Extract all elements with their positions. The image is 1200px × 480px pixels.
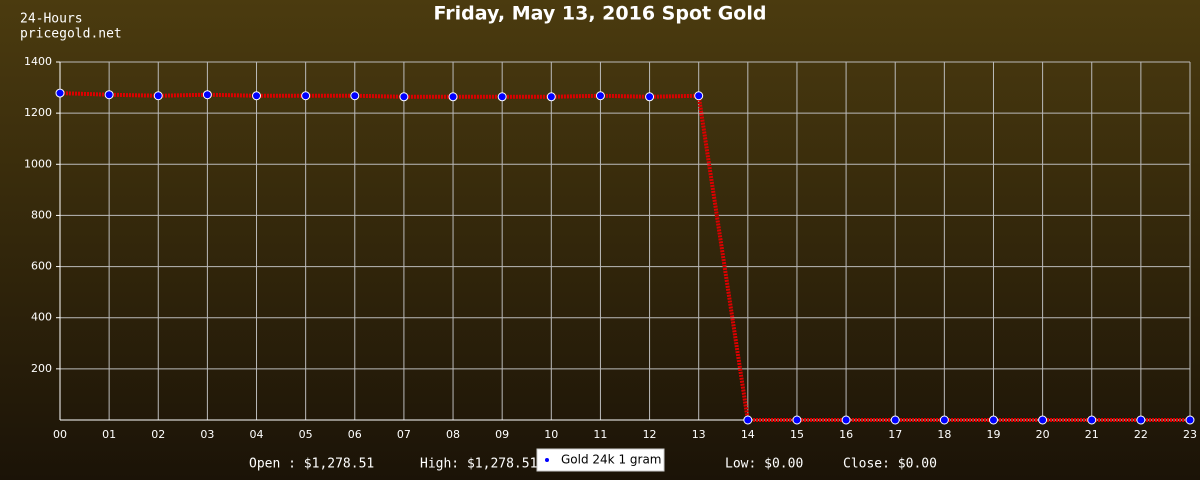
data-point [694, 91, 704, 101]
data-point [743, 415, 753, 425]
data-point [1038, 415, 1048, 425]
data-point [1136, 415, 1146, 425]
y-tick-label: 1000 [24, 157, 52, 170]
y-tick-label: 1200 [24, 106, 52, 119]
x-tick-label: 09 [495, 428, 509, 441]
data-point [497, 92, 507, 102]
summary-high: High: $1,278.51 [420, 457, 537, 472]
x-tick-label: 04 [250, 428, 264, 441]
data-point [202, 90, 212, 100]
x-tick-label: 03 [200, 428, 214, 441]
data-point [104, 90, 114, 100]
x-tick-label: 17 [888, 428, 902, 441]
legend-label: Gold 24k 1 gram [561, 453, 661, 467]
data-point [1185, 415, 1195, 425]
data-point [988, 415, 998, 425]
data-point [645, 92, 655, 102]
data-point [55, 88, 65, 98]
y-tick-label: 200 [31, 362, 52, 375]
x-tick-label: 00 [53, 428, 67, 441]
data-point [252, 91, 262, 101]
legend-marker [545, 458, 549, 462]
x-tick-label: 06 [348, 428, 362, 441]
legend-box [536, 448, 665, 472]
x-tick-label: 19 [986, 428, 1000, 441]
header-line: 24-Hours [20, 12, 83, 27]
data-point [1087, 415, 1097, 425]
series-line [59, 91, 1190, 422]
y-tick-label: 1400 [24, 55, 52, 68]
chart-title: Friday, May 13, 2016 Spot Gold [434, 3, 767, 25]
x-tick-label: 11 [593, 428, 607, 441]
y-tick-label: 400 [31, 311, 52, 324]
x-tick-label: 20 [1036, 428, 1050, 441]
x-tick-label: 21 [1085, 428, 1099, 441]
data-point [301, 91, 311, 101]
x-tick-label: 13 [692, 428, 706, 441]
x-tick-label: 07 [397, 428, 411, 441]
summary-close: Close: $0.00 [843, 457, 937, 472]
data-point [546, 92, 556, 102]
x-tick-label: 10 [544, 428, 558, 441]
x-tick-label: 15 [790, 428, 804, 441]
x-tick-label: 22 [1134, 428, 1148, 441]
y-tick-label: 800 [31, 208, 52, 221]
summary-open: Open : $1,278.51 [249, 457, 374, 472]
data-point [153, 91, 163, 101]
data-point [350, 91, 360, 101]
x-tick-label: 16 [839, 428, 853, 441]
x-tick-label: 01 [102, 428, 116, 441]
x-tick-label: 18 [937, 428, 951, 441]
header-line: pricegold.net [20, 27, 122, 42]
data-point [841, 415, 851, 425]
x-tick-label: 08 [446, 428, 460, 441]
summary-low: Low: $0.00 [725, 457, 803, 472]
x-tick-label: 02 [151, 428, 165, 441]
legend: Gold 24k 1 gram [536, 448, 665, 472]
data-point [595, 91, 605, 101]
x-tick-label: 12 [643, 428, 657, 441]
data-point [939, 415, 949, 425]
x-tick-label: 14 [741, 428, 755, 441]
data-point [448, 92, 458, 102]
data-point [399, 92, 409, 102]
x-tick-label: 05 [299, 428, 313, 441]
data-point [792, 415, 802, 425]
y-tick-label: 600 [31, 260, 52, 273]
x-tick-label: 23 [1183, 428, 1197, 441]
data-point [890, 415, 900, 425]
